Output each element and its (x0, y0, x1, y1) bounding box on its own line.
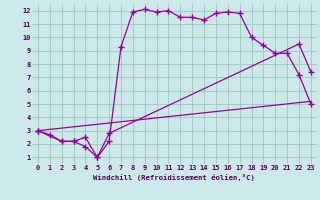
X-axis label: Windchill (Refroidissement éolien,°C): Windchill (Refroidissement éolien,°C) (93, 174, 255, 181)
